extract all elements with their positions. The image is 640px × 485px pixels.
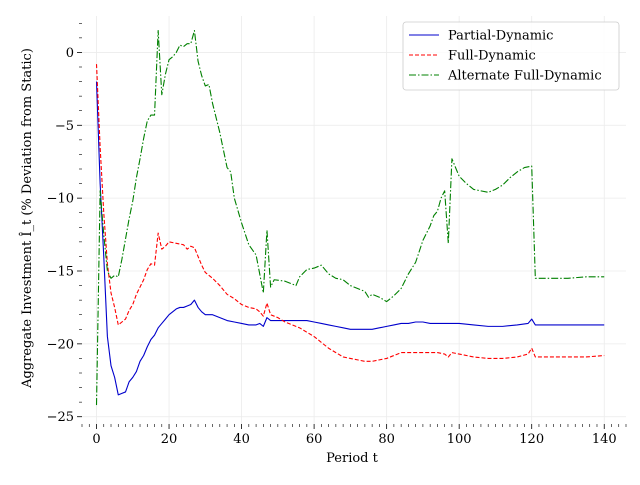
y-tick-label: −5 <box>55 119 74 134</box>
y-axis-title-group: Aggregate Investment Î_t (% Deviation fr… <box>19 48 35 389</box>
axes: 0 20 40 60 80 100 120 140 −25 −20 −15 −10 −5 0 <box>47 22 627 447</box>
x-axis-title: Period t <box>326 451 379 466</box>
y-tick-label: 0 <box>66 46 74 61</box>
x-tick-label: 100 <box>447 432 472 447</box>
x-tick-label: 140 <box>592 432 617 447</box>
series-line-1 <box>95 81 605 396</box>
series-line-3 <box>95 30 605 406</box>
x-tick-label: 120 <box>519 432 544 447</box>
y-axis-title: Aggregate Investment Î_t (% Deviation fr… <box>19 48 35 389</box>
y-tick-label: −15 <box>47 265 74 280</box>
x-tick-label: 60 <box>306 432 323 447</box>
x-tick-label: 0 <box>92 432 100 447</box>
legend: Partial-Dynamic Full-Dynamic Alternate Ful… <box>402 21 620 91</box>
x-tick-label: 40 <box>233 432 250 447</box>
x-tick-label: 20 <box>161 432 178 447</box>
legend-box <box>402 21 620 91</box>
x-tick-label: 80 <box>378 432 395 447</box>
y-tick-label: −10 <box>47 192 74 207</box>
legend-label: Alternate Full-Dynamic <box>447 69 602 84</box>
series-lines <box>95 30 605 406</box>
series-line-2 <box>95 64 605 362</box>
y-tick-label: −25 <box>47 410 74 425</box>
legend-label: Partial-Dynamic <box>448 29 553 44</box>
y-tick-label: −20 <box>47 337 74 352</box>
legend-label: Full-Dynamic <box>448 49 536 64</box>
